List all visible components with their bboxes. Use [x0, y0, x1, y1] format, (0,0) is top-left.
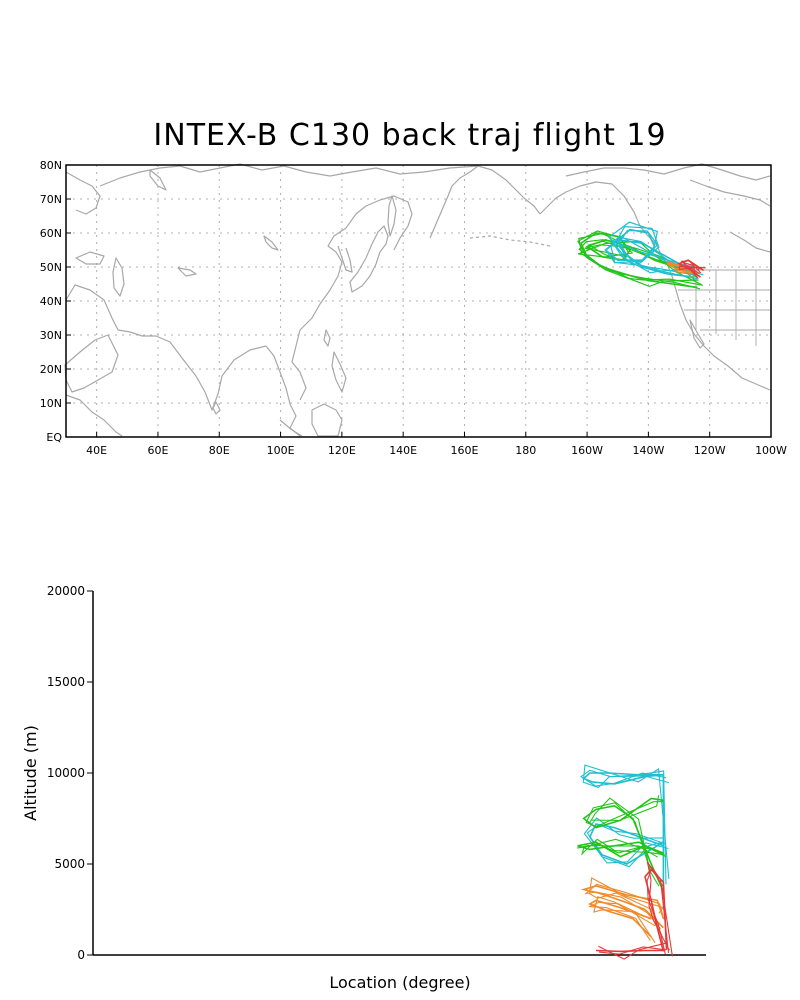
coast-korea: [337, 245, 353, 273]
map-lat-ticks: EQ 10N 20N 30N 40N 50N 60N 70N 80N: [40, 159, 71, 444]
profile-panel: 0 5000 10000 15000 20000 Altitude (m) Locati…: [21, 584, 706, 992]
profile-trajectory-red: [646, 866, 670, 955]
profile-y-tick-label: 5000: [54, 857, 85, 871]
profile-trajectory-green: [576, 843, 667, 858]
coast-arctic-asia: [99, 163, 479, 187]
coast-india: [142, 335, 267, 411]
profile-y-ticks: 0 5000 10000 15000 20000: [47, 584, 93, 962]
coast-arctic-east: [477, 165, 541, 215]
map-lon-tick-label: 160W: [571, 444, 603, 457]
coast-sri-lanka: [212, 401, 221, 415]
coast-sumatra: [279, 419, 303, 437]
map-trajectory-red: [678, 265, 706, 271]
profile-y-label: Altitude (m): [21, 725, 40, 821]
profile-trajectory-red: [646, 861, 673, 957]
coast-philippines: [331, 351, 347, 393]
map-lon-tick-label: 180: [515, 444, 536, 457]
coast-hudson: [729, 231, 771, 253]
chart-title: INTEX-B C130 back traj flight 19: [153, 118, 667, 153]
coast-japan: [349, 225, 389, 293]
profile-trajectory-orange: [584, 883, 665, 930]
coast-alaska-north: [565, 167, 665, 177]
map-lon-tick-label: 160E: [451, 444, 479, 457]
map-lat-tick-label: 10N: [40, 397, 62, 410]
map-lat-tick-label: EQ: [46, 431, 62, 444]
coast-china: [299, 227, 347, 331]
coast-arabia: [64, 334, 119, 393]
coast-novaya-zemlya: [149, 169, 167, 191]
profile-y-tick-label: 10000: [47, 766, 85, 780]
coast-arctic-islands: [663, 163, 771, 181]
map-trajectories: [577, 221, 706, 290]
coast-black-sea: [75, 251, 105, 265]
coast-arctic-islands-2: [689, 179, 771, 207]
coast-caspian: [112, 257, 125, 297]
profile-trajectory-cyan: [582, 764, 670, 879]
map-lon-tick-label: 100W: [755, 444, 787, 457]
coast-baja: [689, 319, 705, 349]
profile-trajectory-cyan: [586, 823, 667, 868]
profile-y-tick-label: 15000: [47, 675, 85, 689]
profile-y-tick-label: 20000: [47, 584, 85, 598]
profile-trajectory-cyan: [583, 817, 669, 864]
profile-trajectories: [576, 764, 673, 960]
map-trajectory-cyan: [610, 225, 704, 276]
map-lat-tick-label: 50N: [40, 261, 62, 274]
profile-trajectory-red: [598, 942, 667, 960]
coast-indochina: [265, 345, 301, 437]
profile-y-tick-label: 0: [77, 948, 85, 962]
coast-scandinavia: [65, 171, 101, 215]
lake-balkhash: [177, 267, 197, 277]
profile-trajectory-green: [580, 838, 665, 858]
coast-se-asia-east: [291, 329, 307, 401]
profile-trajectory-green: [577, 841, 664, 858]
map-lon-tick-label: 40E: [86, 444, 107, 457]
coast-kamchatka: [429, 165, 479, 239]
map-lon-tick-label: 100E: [267, 444, 295, 457]
profile-trajectory-cyan: [580, 769, 667, 885]
map-lon-ticks: 40E 60E 80E 100E 120E 140E 160E 180 160W 140W 120W…: [86, 432, 787, 457]
map-lon-tick-label: 60E: [147, 444, 168, 457]
profile-trajectory-red: [598, 946, 667, 955]
coast-aleutians: [469, 235, 551, 247]
map-lon-tick-label: 120E: [328, 444, 356, 457]
map-lon-tick-label: 140W: [632, 444, 664, 457]
coast-mideast: [65, 284, 143, 337]
map-gridlines: [66, 165, 772, 437]
lake-baikal: [263, 235, 279, 251]
map-lat-tick-label: 60N: [40, 227, 62, 240]
map-lat-tick-label: 40N: [40, 295, 62, 308]
map-lon-tick-label: 140E: [389, 444, 417, 457]
map-lat-tick-label: 80N: [40, 159, 62, 172]
coast-okhotsk: [345, 195, 413, 251]
map-panel: 40E 60E 80E 100E 120E 140E 160E 180 160W 140W 120W…: [40, 159, 787, 457]
coast-borneo: [311, 403, 343, 437]
coast-east-africa: [65, 394, 123, 437]
map-lat-tick-label: 30N: [40, 329, 62, 342]
profile-trajectory-orange: [588, 899, 652, 938]
map-trajectory-red: [683, 262, 700, 276]
profile-trajectory-orange: [593, 896, 656, 944]
coast-taiwan: [323, 329, 331, 347]
profile-x-label: Location (degree): [329, 973, 470, 992]
map-lon-tick-label: 80E: [209, 444, 230, 457]
map-trajectory-cyan: [608, 221, 702, 274]
map-lat-tick-label: 20N: [40, 363, 62, 376]
coast-west-na: [655, 243, 771, 391]
map-lat-tick-label: 70N: [40, 193, 62, 206]
map-lon-tick-label: 120W: [694, 444, 726, 457]
coast-sakhalin: [387, 195, 397, 237]
coastlines: [64, 163, 771, 437]
